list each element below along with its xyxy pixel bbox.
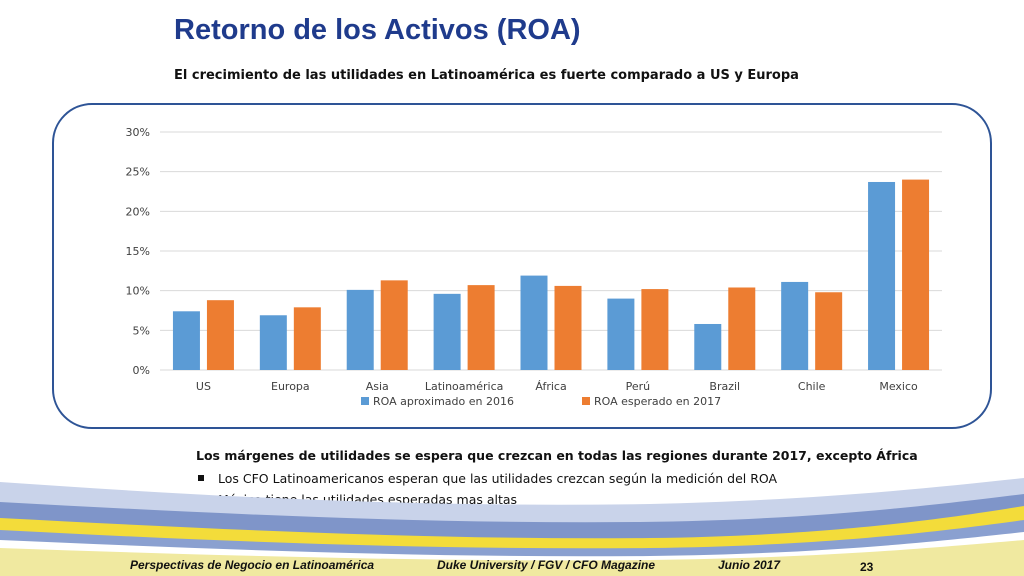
x-tick-label: Mexico bbox=[879, 380, 918, 393]
bar-2017 bbox=[728, 287, 756, 370]
slide-subtitle: El crecimiento de las utilidades en Lati… bbox=[174, 68, 799, 83]
bar-2017 bbox=[467, 285, 495, 370]
bar-2017 bbox=[554, 285, 582, 370]
bar-2016 bbox=[259, 315, 287, 370]
legend-swatch bbox=[361, 397, 369, 405]
y-tick-label: 5% bbox=[133, 324, 150, 337]
page-number: 23 bbox=[860, 560, 874, 574]
y-tick-label: 0% bbox=[133, 364, 150, 377]
bar-2016 bbox=[607, 298, 635, 370]
bar-2017 bbox=[380, 280, 408, 370]
footer-date: Junio 2017 bbox=[718, 558, 781, 572]
footer-center-text: Duke University / FGV / CFO Magazine bbox=[437, 558, 656, 572]
x-tick-label: Brazil bbox=[709, 380, 740, 393]
y-tick-label: 10% bbox=[126, 285, 150, 298]
x-tick-label: US bbox=[196, 380, 211, 393]
bar-2016 bbox=[346, 289, 374, 370]
bar-2016 bbox=[520, 275, 548, 370]
bar-2016 bbox=[172, 311, 200, 370]
y-tick-label: 25% bbox=[126, 166, 150, 179]
bar-2016 bbox=[868, 181, 896, 370]
footer: Perspectivas de Negocio en Latinoamérica… bbox=[0, 556, 1024, 576]
slide-title: Retorno de los Activos (ROA) bbox=[174, 14, 581, 46]
notes-bullet-text: Los CFO Latinoamericanos esperan que las… bbox=[218, 471, 778, 486]
footer-decoration bbox=[0, 478, 1024, 576]
x-tick-label: Asia bbox=[366, 380, 389, 393]
bar-2016 bbox=[781, 281, 809, 370]
footer-left-text: Perspectivas de Negocio en Latinoamérica bbox=[130, 558, 375, 572]
bar-2017 bbox=[206, 300, 234, 370]
y-tick-label: 15% bbox=[126, 245, 150, 258]
bar-2016 bbox=[694, 323, 722, 370]
legend-label: ROA esperado en 2017 bbox=[594, 395, 721, 408]
legend-swatch bbox=[582, 397, 590, 405]
bar-2016 bbox=[433, 293, 461, 370]
bar-2017 bbox=[902, 179, 930, 370]
x-tick-label: Chile bbox=[798, 380, 826, 393]
bar-2017 bbox=[815, 292, 843, 370]
x-tick-label: Perú bbox=[626, 380, 651, 393]
x-tick-label: Europa bbox=[271, 380, 310, 393]
bar-chart: 0% 5% 10% 15% 20% 25% 30% US Europa Asia Latinoamé… bbox=[126, 126, 942, 408]
chart-frame: 0% 5% 10% 15% 20% 25% 30% US Europa Asia Latinoamé… bbox=[52, 103, 992, 429]
y-tick-label: 30% bbox=[126, 126, 150, 139]
bar-2017 bbox=[641, 289, 669, 370]
x-tick-label: África bbox=[535, 380, 566, 393]
bar-2017 bbox=[293, 307, 321, 370]
notes-lead: Los márgenes de utilidades se espera que… bbox=[196, 448, 918, 463]
y-tick-label: 20% bbox=[126, 205, 150, 218]
notes-bullet-item: Los CFO Latinoamericanos esperan que las… bbox=[196, 471, 956, 486]
legend-label: ROA aproximado en 2016 bbox=[373, 395, 514, 408]
x-tick-label: Latinoamérica bbox=[425, 380, 504, 393]
notes-section: Los márgenes de utilidades se espera que… bbox=[196, 448, 956, 513]
square-bullet-icon bbox=[198, 475, 204, 481]
